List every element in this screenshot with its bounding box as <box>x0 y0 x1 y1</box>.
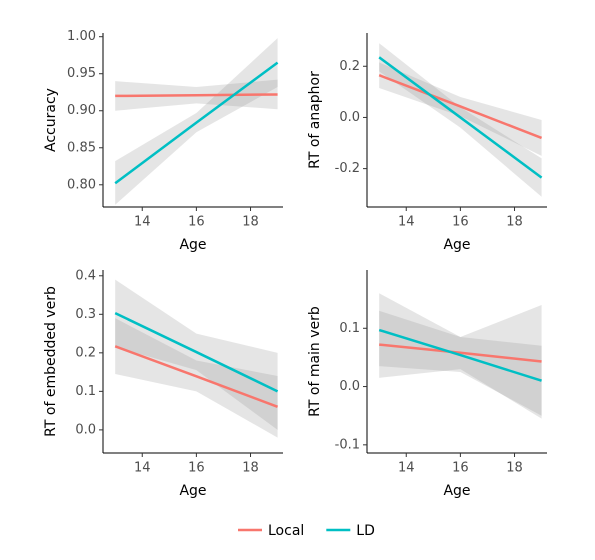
confidence-band <box>379 304 542 419</box>
x-tick-label: 18 <box>506 215 523 230</box>
x-tick-label: 16 <box>452 215 469 230</box>
y-tick-label: 0.2 <box>339 59 360 74</box>
legend-label: LD <box>356 523 375 539</box>
trend-line <box>379 343 542 363</box>
legend-label: Local <box>268 523 304 539</box>
trend-line <box>114 312 279 393</box>
confidence-band <box>379 62 542 156</box>
y-tick-label: 0.80 <box>67 177 96 192</box>
x-axis-title: Age <box>443 483 470 499</box>
plot-area <box>378 293 542 419</box>
y-tick-label: 0.0 <box>339 110 360 125</box>
y-tick-label: 0.1 <box>75 384 96 399</box>
trend-line <box>114 61 279 185</box>
confidence-band <box>379 43 542 197</box>
y-tick-label: 0.0 <box>339 379 360 394</box>
x-tick-label: 18 <box>506 461 523 476</box>
y-tick-label: 0.2 <box>75 345 96 360</box>
trend-line <box>378 74 543 140</box>
x-tick-label: 14 <box>134 461 151 476</box>
y-tick-label: 0.0 <box>75 422 96 437</box>
x-axis-title: Age <box>443 237 470 253</box>
y-tick-label: 0.85 <box>67 140 96 155</box>
x-tick-label: 14 <box>398 215 415 230</box>
y-tick-label: 0.90 <box>67 103 96 118</box>
y-tick-label: 0.1 <box>339 321 360 336</box>
x-tick-label: 16 <box>188 215 205 230</box>
x-tick-label: 16 <box>188 461 205 476</box>
trend-line <box>378 56 543 179</box>
trend-line <box>114 345 279 408</box>
y-tick-label: 1.00 <box>67 29 96 44</box>
y-tick-label: 0.95 <box>67 66 96 81</box>
confidence-band <box>115 318 278 438</box>
y-tick-label: -0.1 <box>335 437 360 452</box>
y-tick-label: 0.3 <box>75 307 96 322</box>
y-tick-label: -0.2 <box>335 161 360 176</box>
x-axis-title: Age <box>179 483 206 499</box>
y-axis-title: Accuracy <box>43 88 59 152</box>
x-tick-label: 18 <box>242 215 259 230</box>
y-axis-title: RT of embedded verb <box>43 286 59 437</box>
x-tick-label: 16 <box>452 461 469 476</box>
trend-line <box>115 93 278 98</box>
x-axis-title: Age <box>179 237 206 253</box>
y-axis-title: RT of main verb <box>307 306 323 417</box>
y-axis-title: RT of anaphor <box>307 71 323 169</box>
x-tick-label: 14 <box>134 215 151 230</box>
trend-line <box>378 328 542 382</box>
plot-area <box>378 43 543 197</box>
plot-area <box>114 38 279 205</box>
x-tick-label: 14 <box>398 461 415 476</box>
y-tick-label: 0.4 <box>75 268 96 283</box>
plot-area <box>114 279 279 438</box>
x-tick-label: 18 <box>242 461 259 476</box>
